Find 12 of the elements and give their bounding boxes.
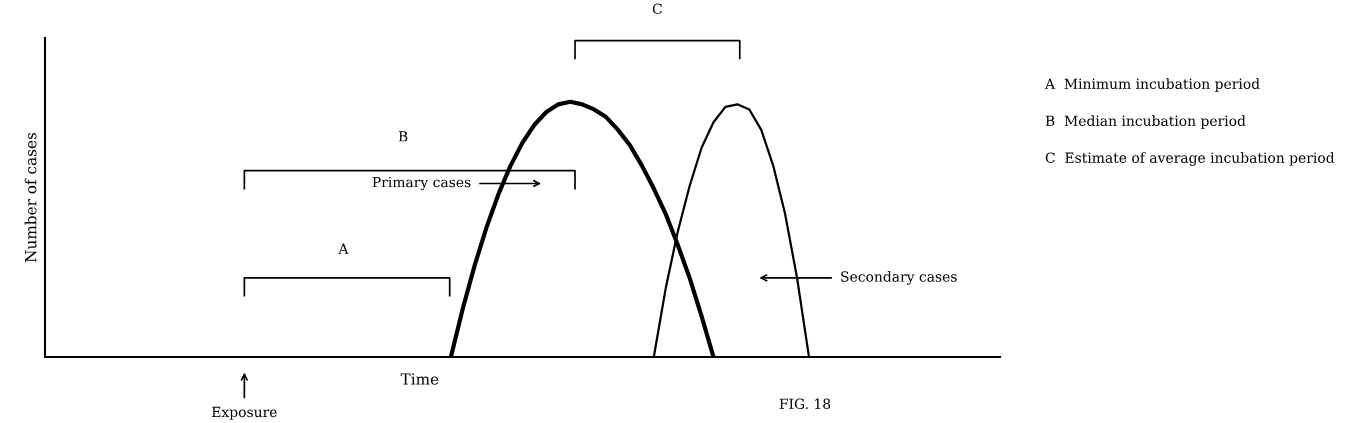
annotation: A: [338, 243, 349, 254]
x-axis-title: Time: [400, 373, 439, 385]
caption: FIG. 18: [779, 398, 831, 410]
annotation: Primary cases: [372, 176, 471, 191]
annotation: Secondary cases: [841, 271, 957, 285]
text: Exposure: [212, 406, 277, 420]
text: B Median incubation period: [1045, 115, 1246, 129]
annotation: B: [398, 131, 408, 142]
text: C Estimate of average incubation period: [1045, 152, 1335, 166]
text: C: [652, 3, 662, 14]
text: A Minimum incubation period: [1044, 78, 1260, 92]
y-axis-title: Number of cases: [24, 132, 37, 263]
